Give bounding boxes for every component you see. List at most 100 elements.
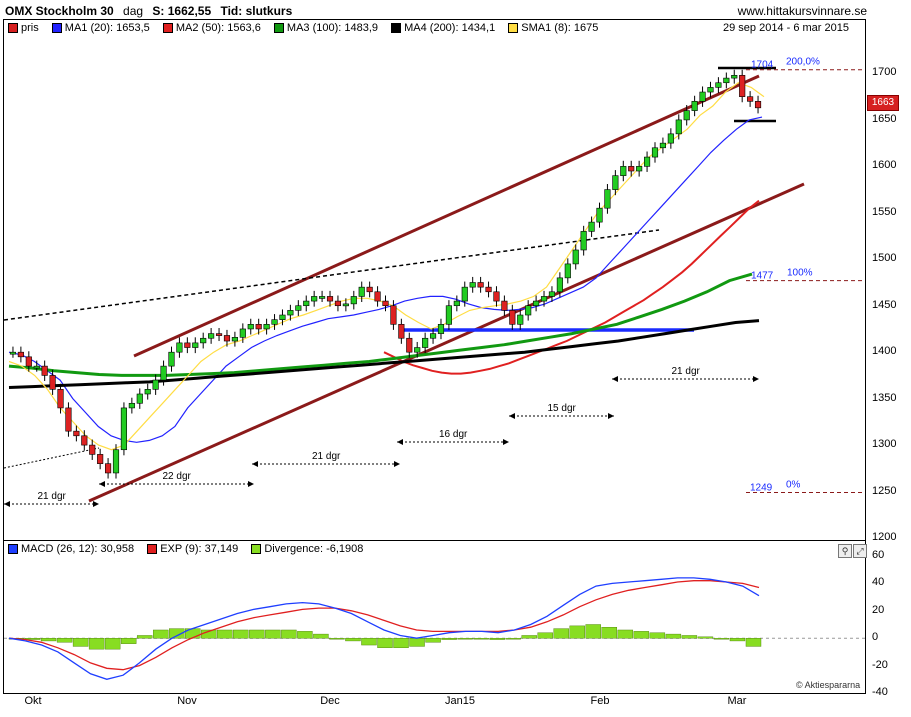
candle-body: [747, 96, 754, 102]
zoom-icon[interactable]: ⚲: [838, 544, 852, 558]
cycle1-arrow-right: [93, 501, 99, 507]
time-label: Tid: slutkurs: [220, 4, 293, 18]
candle-body: [461, 286, 468, 302]
candle-body: [319, 296, 326, 299]
divergence-bar: [217, 629, 233, 639]
fib-low-pct-label: 0%: [786, 479, 801, 490]
dashed-trendline: [4, 229, 660, 321]
divergence-bar: [729, 637, 746, 642]
candle-body: [208, 333, 215, 339]
candle-body: [382, 300, 389, 307]
macd-panel: MACD (26, 12): 30,958 EXP (9): 37,149 Di…: [3, 540, 867, 694]
candle-body: [271, 319, 278, 325]
last-price-badge: 1663: [867, 95, 899, 111]
candle-body: [445, 305, 452, 325]
divergence-bar: [457, 637, 473, 640]
cycle2-label: 22 dgr: [163, 471, 192, 482]
candle-body: [683, 110, 690, 121]
divergence-bar: [377, 637, 393, 648]
title-bar: OMX Stockholm 30 dag S: 1662,55 Tid: slu…: [0, 0, 911, 20]
x-tick-label: Jan15: [445, 695, 475, 707]
price-y-tick-label: 1250: [872, 484, 897, 497]
divergence-bar: [473, 637, 489, 640]
price-y-tick-label: 1400: [872, 345, 897, 358]
divergence-bar: [265, 629, 281, 639]
period-label: dag: [123, 4, 144, 18]
candlestick-group: [9, 69, 762, 479]
candle-body: [128, 402, 135, 409]
divergence-bar: [697, 636, 714, 639]
legend-ma1-label: MA1 (20): 1653,5: [64, 22, 150, 34]
resize-icon[interactable]: ⤢: [853, 544, 867, 558]
candle-body: [366, 286, 373, 293]
price-y-tick-label: 1700: [872, 66, 897, 79]
candle-body: [168, 351, 175, 367]
price-y-tick-label: 1500: [872, 252, 897, 265]
candle-body: [580, 231, 587, 251]
divergence-bar: [152, 629, 169, 639]
candle-body: [97, 454, 104, 464]
candle-body: [390, 305, 397, 325]
candle-body: [699, 91, 706, 102]
divergence-bar: [88, 637, 105, 650]
divergence-bar: [313, 633, 329, 639]
macd-line: [8, 577, 760, 680]
legend-ma2-label: MA2 (50): 1563,6: [175, 22, 261, 34]
candle-body: [279, 314, 286, 320]
price-chart-svg: 1704 200,0% 1477 100% 1249 0% 21 dgr 22 dgr 21 d…: [4, 57, 865, 507]
price-y-tick-label: 1350: [872, 391, 897, 404]
candle-body: [65, 407, 72, 432]
candle-body: [215, 333, 223, 336]
legend-ma1: MA1 (20): 1653,5: [51, 22, 150, 34]
cycle5-label: 15 dgr: [548, 403, 577, 414]
candle-body: [636, 166, 643, 172]
candle-body: [342, 303, 349, 307]
price-y-axis: 1700 1650 1600 1550 1500 1450 1400 1350 1300 1250…: [866, 19, 910, 543]
candle-body: [659, 142, 666, 149]
cycle3-label: 21 dgr: [312, 451, 341, 462]
x-axis: Okt Nov Dec Jan15 Feb Mar: [0, 695, 911, 715]
legend-exp-label: EXP (9): 37,149: [160, 543, 239, 555]
candle-body: [17, 351, 24, 358]
candle-body: [715, 82, 722, 88]
divergence-bar: [505, 637, 521, 640]
candle-body: [152, 379, 159, 390]
candle-body: [525, 305, 532, 316]
candle-body: [612, 175, 619, 190]
site-label: www.hittakursvinnare.se: [737, 4, 867, 18]
candle-body: [81, 435, 88, 446]
divergence-bar: [569, 625, 585, 639]
candle-body: [628, 166, 635, 172]
candle-body: [184, 342, 191, 348]
x-tick-label: Dec: [320, 695, 340, 707]
divergence-bars: [8, 624, 762, 650]
cycle3-arrow-right: [394, 461, 400, 467]
divergence-bar: [329, 637, 345, 640]
candle-body: [49, 375, 56, 390]
price-y-tick-label: 1550: [872, 205, 897, 218]
cycle1-label: 21 dgr: [38, 491, 67, 502]
price-y-tick-label: 1450: [872, 298, 897, 311]
candle-body: [707, 87, 714, 93]
macd-chart-svg: [4, 577, 865, 680]
legend-ma2: MA2 (50): 1563,6: [162, 22, 261, 34]
ma2-line: [383, 199, 760, 375]
candle-body: [334, 300, 342, 307]
last-price-label: S: 1662,55: [152, 4, 212, 18]
macd-y-tick-label: 60: [872, 549, 885, 561]
divergence-bar: [136, 635, 153, 639]
legend-ma4: MA4 (200): 1434,1: [391, 22, 495, 34]
divergence-bar: [665, 633, 682, 639]
candle-body: [239, 328, 246, 338]
legend-exp: EXP (9): 37,149: [147, 543, 238, 555]
divergence-bar: [361, 637, 377, 646]
divergence-bar: [72, 637, 89, 647]
candle-body: [739, 75, 746, 97]
candle-body: [144, 389, 151, 395]
divergence-bar: [713, 637, 730, 640]
divergence-bar: [56, 637, 73, 643]
candle-body: [540, 296, 548, 302]
candle-body: [691, 101, 698, 111]
candle-body: [120, 407, 128, 451]
legend-pris: pris: [8, 22, 39, 34]
